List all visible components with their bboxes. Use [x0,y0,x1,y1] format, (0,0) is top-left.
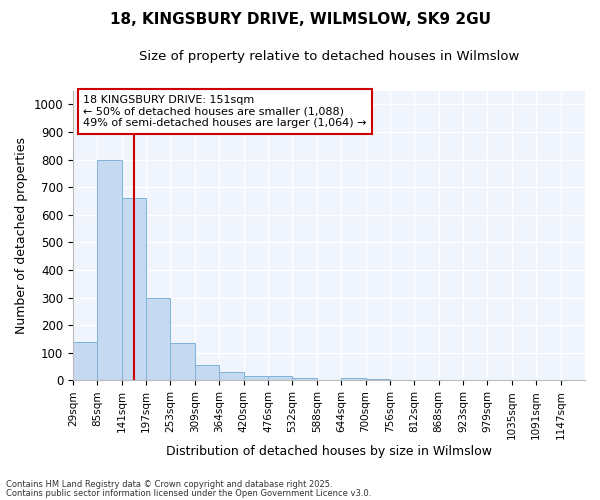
Text: 18 KINGSBURY DRIVE: 151sqm
← 50% of detached houses are smaller (1,088)
49% of s: 18 KINGSBURY DRIVE: 151sqm ← 50% of deta… [83,95,367,128]
X-axis label: Distribution of detached houses by size in Wilmslow: Distribution of detached houses by size … [166,444,492,458]
Bar [122,198,146,380]
Bar [244,376,268,380]
Bar [195,366,219,380]
Bar [292,378,317,380]
Bar [73,342,97,380]
Bar [365,379,390,380]
Bar [97,160,122,380]
Bar [146,298,170,380]
Text: 18, KINGSBURY DRIVE, WILMSLOW, SK9 2GU: 18, KINGSBURY DRIVE, WILMSLOW, SK9 2GU [110,12,491,28]
Text: Contains HM Land Registry data © Crown copyright and database right 2025.: Contains HM Land Registry data © Crown c… [6,480,332,489]
Text: Contains public sector information licensed under the Open Government Licence v3: Contains public sector information licen… [6,488,371,498]
Title: Size of property relative to detached houses in Wilmslow: Size of property relative to detached ho… [139,50,519,63]
Y-axis label: Number of detached properties: Number of detached properties [15,137,28,334]
Bar [268,376,292,380]
Bar [219,372,244,380]
Bar [170,343,195,380]
Bar [341,378,365,380]
